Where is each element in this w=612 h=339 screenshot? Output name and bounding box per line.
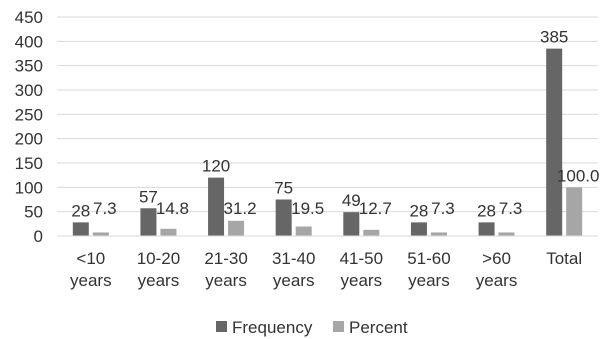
data-label-percent: 14.8: [156, 199, 189, 218]
legend-label: Percent: [349, 318, 408, 337]
x-axis: <10 years 10-20 years 21-30 years 31-40 years 41…: [57, 235, 598, 290]
data-label-percent: 12.7: [359, 199, 392, 218]
data-label-frequency: 57: [139, 187, 158, 206]
x-tick-label: 51-60: [407, 249, 450, 268]
y-tick-label: 250: [15, 105, 43, 124]
data-label-percent: 19.5: [291, 199, 324, 218]
bar-percent-4: [363, 229, 380, 236]
x-tick-label: years: [70, 271, 112, 290]
bar-frequency-1: [140, 208, 157, 236]
bar-percent-2: [228, 220, 245, 236]
bar-percent-0: [92, 232, 109, 236]
legend-swatch-percent: [333, 321, 344, 332]
bar-frequency-5: [410, 222, 427, 236]
y-tick-label: 400: [15, 32, 43, 51]
bar-percent-7: [566, 187, 583, 236]
y-tick-label: 300: [15, 81, 43, 100]
x-tick-label: Total: [546, 249, 582, 268]
bar-frequency-6: [478, 222, 495, 236]
x-tick-label: years: [273, 271, 315, 290]
y-axis: 0 50 100 150 200 250 300 350 400 450: [15, 8, 43, 246]
data-labels: 28 57 120 75 49 28 28 385 7.3 14.8 31.2 19.5 12.7 7.3…: [71, 28, 599, 221]
bar-frequency-3: [275, 199, 292, 236]
y-tick-label: 200: [15, 130, 43, 149]
data-label-frequency: 28: [71, 201, 90, 220]
x-tick-label: 41-50: [340, 249, 383, 268]
y-tick-label: 450: [15, 8, 43, 27]
y-tick-label: 350: [15, 57, 43, 76]
bar-frequency-4: [343, 212, 360, 236]
x-tick-label: years: [138, 271, 180, 290]
data-label-frequency: 385: [540, 28, 568, 47]
bar-percent-6: [498, 232, 515, 236]
data-label-frequency: 49: [342, 191, 361, 210]
x-tick-label: >60: [482, 249, 511, 268]
data-label-frequency: 120: [202, 157, 230, 176]
x-tick-label: years: [408, 271, 450, 290]
bars: [72, 48, 583, 237]
bar-percent-5: [430, 232, 447, 236]
data-label-percent: 7.3: [431, 199, 455, 218]
bar-percent-3: [295, 226, 312, 236]
legend-swatch-frequency: [216, 321, 227, 332]
x-tick-label: 31-40: [272, 249, 315, 268]
y-tick-label: 50: [24, 203, 43, 222]
data-label-percent: 31.2: [224, 199, 257, 218]
y-tick-label: 0: [34, 227, 43, 246]
legend: Frequency Percent: [216, 318, 408, 337]
data-label-frequency: 75: [274, 179, 293, 198]
data-label-percent: 100.0: [557, 166, 600, 185]
legend-label: Frequency: [232, 318, 313, 337]
data-label-frequency: 28: [409, 201, 428, 220]
bar-frequency-7: [546, 48, 563, 237]
y-tick-label: 150: [15, 154, 43, 173]
x-tick-label: years: [341, 271, 383, 290]
bar-frequency-2: [208, 177, 225, 236]
bar-percent-1: [160, 228, 177, 236]
x-tick-label: 21-30: [204, 249, 247, 268]
y-tick-label: 100: [15, 178, 43, 197]
x-tick-label: <10: [76, 249, 105, 268]
data-label-frequency: 28: [477, 201, 496, 220]
bar-frequency-0: [72, 222, 89, 236]
x-tick-label: 10-20: [137, 249, 180, 268]
x-tick-label: years: [476, 271, 518, 290]
data-label-percent: 7.3: [499, 199, 523, 218]
x-tick-label: years: [205, 271, 247, 290]
data-label-percent: 7.3: [93, 199, 117, 218]
